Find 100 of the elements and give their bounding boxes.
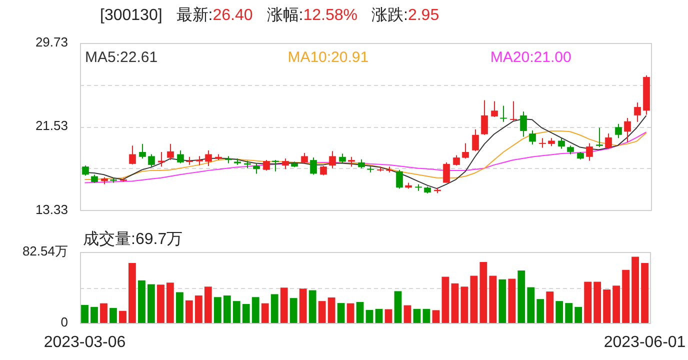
bar — [470, 276, 478, 323]
candlestick — [396, 169, 403, 190]
bar — [546, 292, 554, 323]
bar — [176, 292, 184, 323]
bar — [194, 295, 202, 323]
bar — [632, 256, 639, 323]
bar — [252, 297, 260, 323]
x-tick-label: 2023-06-01 — [604, 334, 686, 352]
bar — [147, 284, 155, 323]
candlestick — [177, 150, 184, 164]
candlestick — [282, 158, 289, 170]
candlestick — [491, 100, 498, 118]
candlestick — [82, 165, 89, 176]
candlestick — [462, 142, 469, 160]
bar — [527, 287, 535, 323]
candlestick — [453, 154, 460, 166]
y-tick-label: 13.33 — [35, 202, 68, 217]
bar — [603, 290, 611, 323]
bar — [451, 283, 459, 323]
chart-title: [300130] — [100, 7, 162, 24]
candlestick — [320, 165, 327, 176]
candlestick — [348, 156, 355, 168]
bar — [594, 282, 602, 323]
bar — [346, 303, 354, 323]
bar — [556, 301, 564, 323]
bar — [90, 306, 98, 323]
candlestick — [539, 138, 546, 148]
candlestick — [339, 153, 346, 164]
text: 最新:26.40 — [176, 7, 253, 24]
bar — [404, 305, 412, 323]
x-tick-label: 2023-03-06 — [44, 334, 126, 352]
bar — [242, 304, 250, 323]
candlestick — [596, 127, 603, 148]
candlestick — [148, 154, 155, 168]
bar — [641, 263, 648, 323]
candlestick — [263, 160, 270, 171]
bar — [128, 263, 136, 323]
bar — [432, 310, 440, 323]
bar — [394, 291, 402, 323]
candlestick — [529, 130, 536, 146]
bar — [318, 301, 326, 323]
bar — [565, 303, 573, 323]
bar — [299, 288, 307, 323]
text: MA10:20.91 — [288, 49, 369, 66]
bar — [384, 309, 392, 323]
text: 涨跌:2.95 — [372, 7, 440, 24]
bar — [489, 276, 497, 323]
bar — [270, 294, 278, 323]
candlestick — [500, 105, 507, 122]
bar — [460, 286, 468, 323]
bar — [81, 304, 88, 323]
bar — [612, 286, 620, 323]
candlestick — [167, 143, 174, 161]
bar — [518, 270, 526, 323]
bar — [138, 280, 146, 323]
bar — [110, 308, 117, 323]
text: MA5:22.61 — [85, 49, 158, 66]
bar — [375, 308, 383, 323]
y-tick-label: 29.73 — [35, 34, 68, 50]
bar — [498, 279, 506, 323]
candlestick — [310, 156, 317, 176]
bar — [119, 310, 126, 323]
chart-title: 成交量:69.7万 — [83, 231, 183, 248]
candlestick — [615, 123, 622, 139]
candlestick — [472, 128, 479, 152]
candlestick — [558, 138, 565, 150]
candlestick — [443, 162, 450, 184]
y-tick-label: 21.53 — [35, 118, 68, 134]
bar — [337, 303, 345, 323]
bar — [422, 308, 430, 323]
bar — [413, 308, 421, 323]
candlestick — [586, 142, 593, 162]
candlestick — [205, 150, 212, 166]
bar — [280, 288, 288, 323]
y-tick-label: 82.54万 — [22, 244, 68, 259]
text: 涨幅:12.58% — [266, 7, 358, 24]
candlestick — [481, 100, 488, 136]
text: MA20:21.00 — [490, 49, 572, 66]
bar — [100, 303, 108, 323]
bar — [214, 297, 222, 323]
bar — [328, 297, 336, 323]
y-tick-label: 0 — [60, 314, 68, 330]
bar — [574, 306, 582, 323]
bar — [356, 302, 364, 323]
candlestick — [158, 151, 165, 168]
candlestick — [634, 102, 641, 122]
candlestick — [510, 100, 517, 122]
bar — [290, 298, 298, 323]
bar — [480, 262, 488, 323]
candlestick — [520, 111, 527, 138]
bar — [366, 310, 374, 323]
candlestick — [253, 162, 260, 174]
candlestick — [129, 145, 136, 165]
bar — [204, 286, 212, 323]
bar — [166, 282, 174, 323]
bar — [584, 282, 592, 323]
bar — [261, 303, 269, 323]
candlestick — [624, 118, 631, 143]
candlestick — [196, 156, 203, 166]
bar — [308, 290, 316, 323]
